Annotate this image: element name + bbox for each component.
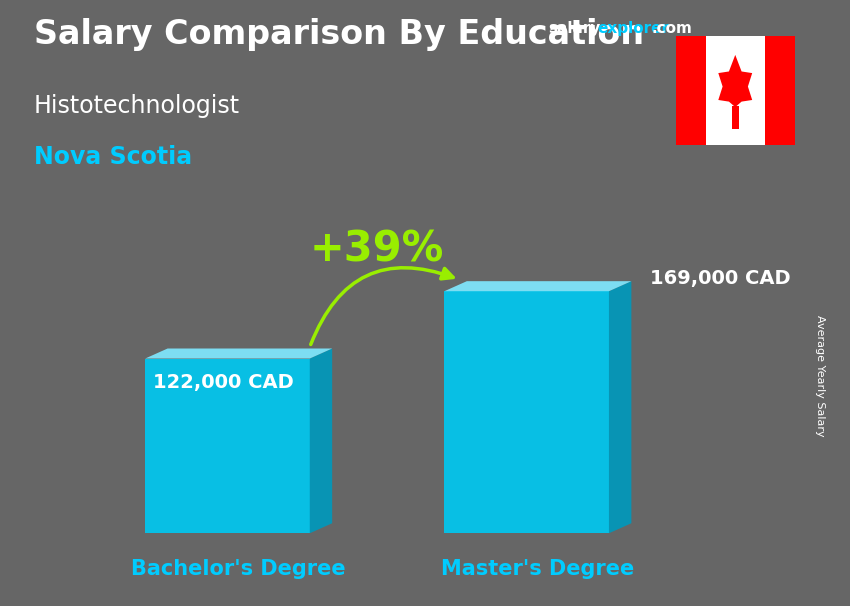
Polygon shape bbox=[718, 55, 752, 107]
Text: Salary Comparison By Education: Salary Comparison By Education bbox=[34, 18, 644, 51]
Polygon shape bbox=[145, 348, 332, 359]
Text: Master's Degree: Master's Degree bbox=[441, 559, 634, 579]
Text: +39%: +39% bbox=[310, 228, 445, 271]
Bar bbox=[765, 36, 795, 145]
Text: Histotechnologist: Histotechnologist bbox=[34, 94, 240, 118]
Bar bbox=[732, 106, 739, 129]
Text: Average Yearly Salary: Average Yearly Salary bbox=[815, 315, 825, 436]
Text: 122,000 CAD: 122,000 CAD bbox=[153, 373, 293, 392]
Polygon shape bbox=[145, 359, 309, 533]
Text: Bachelor's Degree: Bachelor's Degree bbox=[132, 559, 346, 579]
Bar bbox=[676, 36, 705, 145]
Text: Nova Scotia: Nova Scotia bbox=[34, 145, 192, 170]
Text: salary: salary bbox=[548, 21, 601, 36]
Polygon shape bbox=[445, 281, 632, 291]
Text: 169,000 CAD: 169,000 CAD bbox=[650, 269, 790, 288]
Polygon shape bbox=[609, 281, 632, 533]
Text: .com: .com bbox=[651, 21, 692, 36]
Polygon shape bbox=[309, 348, 332, 533]
Polygon shape bbox=[445, 291, 609, 533]
Text: explorer: explorer bbox=[598, 21, 670, 36]
